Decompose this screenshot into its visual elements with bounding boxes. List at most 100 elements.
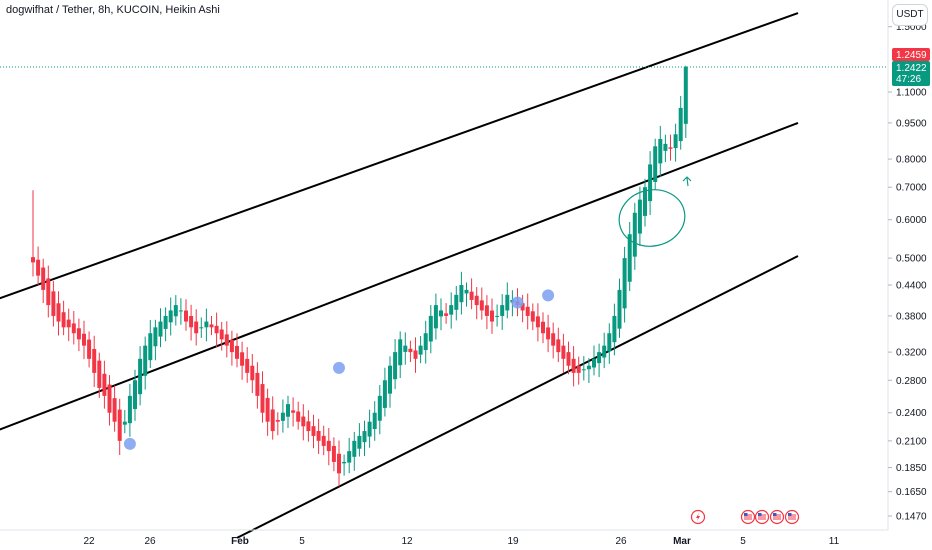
y-tick-label: 0.2400 [896,408,927,419]
touch-marker[interactable] [542,289,555,302]
us-flag-event-icon[interactable] [784,509,800,525]
candle-body [219,329,224,340]
price-tags: 1.2459 1.2422 47:26 [892,48,930,86]
price-axis[interactable]: 1.5000 1.1000 0.9500 0.8000 0.7000 0.6000 0.50… [888,22,927,523]
high-price-label: 1.2459 [896,50,927,61]
y-tick-label: 0.1650 [896,487,927,498]
x-tick-label: 5 [299,536,305,547]
x-tick-label: 26 [615,536,627,547]
candle-body [372,412,377,429]
candle-body [41,267,46,290]
candle-body [428,315,433,342]
candle-body [224,334,229,346]
y-tick-label: 1.5000 [896,22,927,33]
candle-body [291,410,296,413]
candle-body [449,305,454,315]
candle-body [367,421,372,437]
x-tick-label: Mar [673,536,691,547]
time-axis[interactable]: 22 26 Feb 5 12 19 26 Mar 5 11 [83,536,839,547]
candle-body [143,345,148,376]
candle-body [520,303,525,311]
candle-body [592,358,596,368]
candle-body [92,348,97,373]
candle-body [597,352,602,364]
candle-body [484,305,489,316]
candle-body [423,333,428,351]
candle-body [648,164,653,202]
us-flag-event-icon[interactable] [754,509,770,525]
candle-body [31,257,35,263]
us-flag-event-icon[interactable] [769,509,785,525]
y-tick-label: 0.6000 [896,215,927,226]
candle-body [581,369,586,371]
y-tick-label: 0.4400 [896,281,927,292]
currency-button[interactable]: USDT [892,4,928,26]
x-tick-label: Feb [231,536,249,547]
candle-body [490,310,494,322]
y-tick-label: 1.1000 [896,88,927,99]
candle-body [235,345,239,359]
candle-body [178,310,183,312]
freehand-annotation[interactable] [614,176,692,252]
candle-body [311,426,316,436]
candle-body [561,345,566,359]
channel-lines[interactable] [0,12,799,539]
candle-body [403,345,408,352]
high-price-tag [892,48,930,61]
y-tick-label: 0.3800 [896,311,927,322]
touch-marker[interactable] [123,437,136,450]
candle-body [474,295,479,306]
candle-body [469,291,474,300]
candle-body [326,440,331,452]
channel-line[interactable] [0,121,799,485]
candle-body [296,411,301,422]
channel-line[interactable] [236,255,799,539]
candle-body [87,339,92,359]
candle-body [617,289,622,329]
us-flag-event-icon[interactable] [740,509,756,525]
candle-body [321,435,326,446]
candle-body [464,289,469,294]
y-tick-label: 0.5000 [896,254,927,265]
candle-body [602,345,607,358]
candle-body [622,258,627,309]
candle-body [138,358,143,395]
candle-body [612,315,617,343]
x-tick-label: 19 [507,536,519,547]
candle-body [530,311,535,322]
candle-body [71,323,76,334]
lightning-event-icon[interactable] [690,509,706,525]
candle-body [265,397,270,422]
candle-body [331,445,336,462]
candle-body [393,352,398,380]
candle-body [260,384,265,413]
candle-body [658,139,663,164]
x-tick-label: 26 [144,536,156,547]
candle-body [556,339,561,353]
candle-body [316,430,321,441]
candle-body [663,143,668,151]
candle-body [209,324,214,328]
candle-body [112,398,117,422]
candle-body [148,333,153,361]
touch-marker[interactable] [511,296,524,309]
candle-body [127,395,132,424]
channel-line[interactable] [0,12,799,350]
candle-body [576,365,581,373]
candle-body [163,315,168,329]
touch-marker[interactable] [333,361,345,374]
candle-body [627,234,632,282]
candle-body [433,305,438,329]
candle-body [133,380,137,410]
event-icons[interactable] [690,509,800,525]
candle-body [46,278,51,306]
candle-body [632,212,637,257]
y-tick-label: 0.7000 [896,183,927,194]
candle-body [204,321,209,328]
arrow-annotation [682,176,692,187]
touch-markers[interactable] [123,289,555,450]
candle-body [525,306,530,316]
candle-body [352,440,357,457]
candle-body [546,327,551,340]
